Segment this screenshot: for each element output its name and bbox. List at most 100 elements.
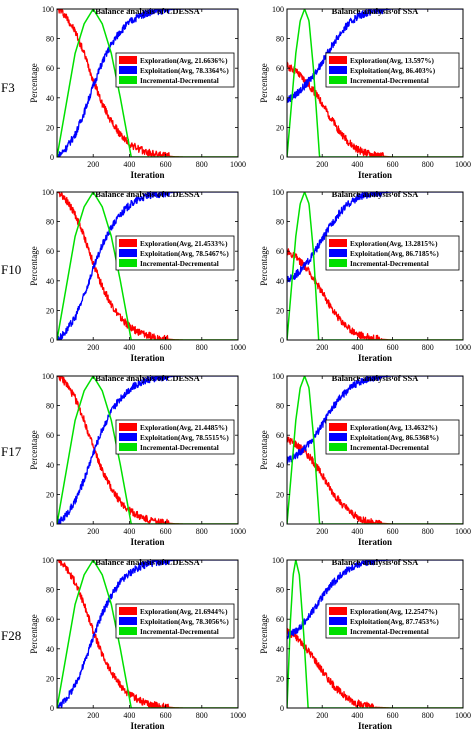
x-tick-label: 800 xyxy=(422,527,434,536)
legend-swatch xyxy=(329,259,347,267)
series-line-exploitation xyxy=(287,560,463,640)
chart-title: Balance analysis of SSA xyxy=(332,557,420,567)
legend-swatch xyxy=(329,76,347,84)
x-axis-label: Iteration xyxy=(131,170,165,180)
x-tick-label: 1000 xyxy=(455,527,471,536)
legend-label: Exploitation(Avg, 86.5368%) xyxy=(350,434,439,442)
series-line-exploration xyxy=(57,376,238,524)
series-line-exploitation xyxy=(287,9,463,103)
x-tick-label: 1000 xyxy=(230,160,246,169)
x-axis-label: Iteration xyxy=(358,170,392,180)
x-tick-label: 1000 xyxy=(230,343,246,352)
x-tick-label: 1000 xyxy=(455,160,471,169)
x-tick-label: 800 xyxy=(196,160,208,169)
legend-label: Exploitation(Avg, 86.403%) xyxy=(350,67,436,75)
x-axis-label: Iteration xyxy=(131,537,165,547)
legend: Exploration(Avg, 21.4533%) Exploitation(A… xyxy=(115,235,235,271)
x-axis-label: Iteration xyxy=(358,721,392,729)
legend-swatch xyxy=(329,443,347,451)
x-tick-label: 1000 xyxy=(230,527,246,536)
legend: Exploration(Avg, 21.6944%) Exploitation(A… xyxy=(115,603,235,639)
legend-label: Incremental-Decremental xyxy=(350,444,429,452)
row-label-f3: F3 xyxy=(1,80,15,95)
y-tick-label: 100 xyxy=(42,372,54,381)
x-tick-label: 400 xyxy=(123,527,135,536)
y-tick-label: 0 xyxy=(50,704,54,713)
axes-frame xyxy=(56,559,239,709)
x-tick-label: 400 xyxy=(123,160,135,169)
legend-label: Incremental-Decremental xyxy=(140,260,219,268)
x-axis-label: Iteration xyxy=(358,537,392,547)
legend: Exploration(Avg, 13.4632%) Exploitation(A… xyxy=(325,419,460,455)
x-tick-label: 400 xyxy=(351,343,363,352)
series-line-incremental-decremental xyxy=(287,376,463,524)
legend-label: Incremental-Decremental xyxy=(140,444,219,452)
y-tick-label: 80 xyxy=(46,35,54,44)
y-tick-label: 100 xyxy=(272,556,284,565)
legend-swatch xyxy=(119,433,137,441)
y-tick-label: 40 xyxy=(276,277,284,286)
legend-label: Exploitation(Avg, 78.3364%) xyxy=(140,67,229,75)
axes-frame xyxy=(56,8,239,158)
legend-box xyxy=(325,419,460,455)
series-line-exploitation xyxy=(57,560,238,708)
chart-title: Balance analysis of CDESSA xyxy=(95,557,200,567)
y-tick-label: 100 xyxy=(42,188,54,197)
y-tick-label: 60 xyxy=(46,64,54,73)
chart-panel-f17-cdessa: 0 20 40 60 80 100 200 400 600 800 1000 Balance anal… xyxy=(29,372,246,547)
y-tick-label: 40 xyxy=(276,461,284,470)
y-tick-label: 80 xyxy=(276,35,284,44)
axes-frame xyxy=(56,375,239,525)
x-tick-label: 1000 xyxy=(455,343,471,352)
y-tick-label: 40 xyxy=(276,94,284,103)
y-axis-label: Percentage xyxy=(29,246,39,285)
series-line-exploration xyxy=(57,560,238,708)
series-group xyxy=(57,560,238,708)
legend-swatch xyxy=(119,239,137,247)
series-line-exploration xyxy=(57,9,238,157)
x-tick-label: 800 xyxy=(196,343,208,352)
legend-swatch xyxy=(119,56,137,64)
chart-title: Balance analysis of SSA xyxy=(332,373,420,383)
legend-swatch xyxy=(119,76,137,84)
chart-title: Balance analysis of CDESSA xyxy=(95,6,200,16)
y-tick-label: 60 xyxy=(276,64,284,73)
x-tick-label: 200 xyxy=(87,527,99,536)
x-tick-label: 600 xyxy=(387,527,399,536)
y-tick-label: 0 xyxy=(50,153,54,162)
series-group xyxy=(287,560,463,708)
chart-panel-f10-cdessa: 0 20 40 60 80 100 200 400 600 800 1000 Balance anal… xyxy=(29,188,246,363)
legend-swatch xyxy=(329,423,347,431)
legend-swatch xyxy=(119,66,137,74)
y-tick-label: 60 xyxy=(46,247,54,256)
legend-swatch xyxy=(329,239,347,247)
chart-panel-f10-ssa: 0 20 40 60 80 100 200 400 600 800 1000 Balance anal… xyxy=(259,188,471,363)
legend: Exploration(Avg, 13.597%) Exploitation(Av… xyxy=(325,52,460,88)
axes-frame xyxy=(286,559,464,709)
x-axis-label: Iteration xyxy=(358,353,392,363)
x-tick-label: 200 xyxy=(316,343,328,352)
y-tick-label: 20 xyxy=(276,306,284,315)
legend-label: Exploitation(Avg, 78.5467%) xyxy=(140,250,229,258)
row-label-f10: F10 xyxy=(1,262,22,277)
legend-label: Exploration(Avg, 21.6944%) xyxy=(140,608,228,616)
legend-label: Exploration(Avg, 21.6636%) xyxy=(140,57,228,65)
legend-label: Exploitation(Avg, 78.3056%) xyxy=(140,618,229,626)
axes-frame xyxy=(286,375,464,525)
legend-label: Incremental-Decremental xyxy=(350,77,429,85)
x-tick-label: 800 xyxy=(422,343,434,352)
legend-label: Exploitation(Avg, 87.7453%) xyxy=(350,618,439,626)
x-tick-label: 1000 xyxy=(455,711,471,720)
x-tick-label: 400 xyxy=(123,711,135,720)
y-tick-label: 20 xyxy=(276,490,284,499)
legend-label: Exploration(Avg, 12.2547%) xyxy=(350,608,438,616)
legend-swatch xyxy=(329,56,347,64)
x-tick-label: 800 xyxy=(422,711,434,720)
y-axis-label: Percentage xyxy=(259,246,269,285)
legend-swatch xyxy=(329,607,347,615)
chart-panel-f3-cdessa: 0 20 40 60 80 100 200 400 600 800 1000 Balance anal… xyxy=(29,5,246,180)
y-tick-label: 20 xyxy=(46,123,54,132)
y-tick-label: 0 xyxy=(280,153,284,162)
series-line-incremental-decremental xyxy=(57,560,238,708)
